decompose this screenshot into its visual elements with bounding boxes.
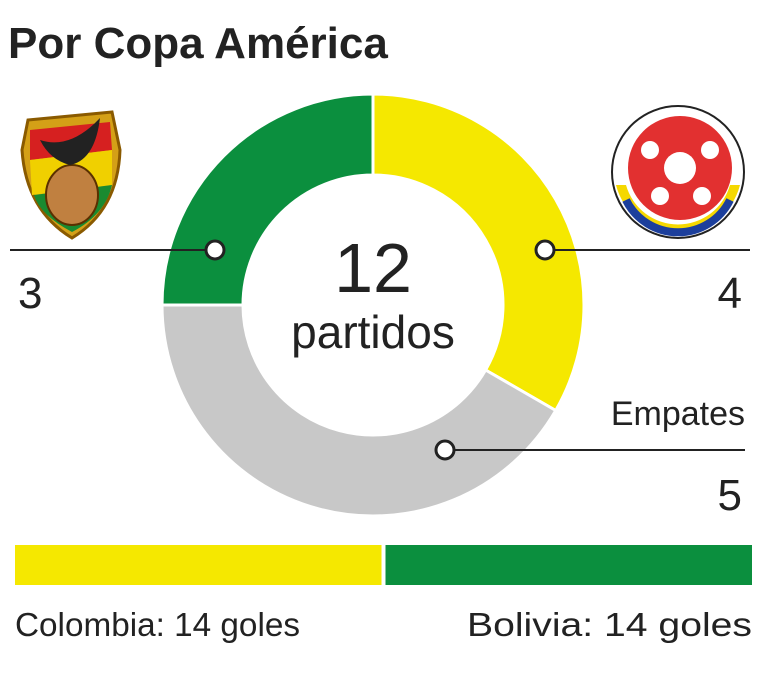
bar-label: Bolivia: 14 goles [467, 606, 752, 643]
bolivia-crest [20, 110, 122, 240]
center-total: 12 [334, 229, 412, 307]
leader-dot [534, 239, 556, 261]
donut-slice [160, 303, 558, 518]
donut-slice [371, 92, 586, 413]
bar-segment [15, 545, 382, 585]
slice-value: 3 [18, 269, 42, 318]
slice-value: 4 [718, 269, 742, 318]
chart-title: Por Copa América [8, 19, 388, 68]
center-label: partidos [291, 306, 455, 358]
leader-dot [204, 239, 226, 261]
leader-dot [434, 439, 456, 461]
slice-value: 5 [718, 471, 742, 520]
bar-label: Colombia: 14 goles [15, 606, 300, 643]
colombia-crest [611, 105, 745, 239]
bar-segment [385, 545, 752, 585]
slice-label: Empates [611, 395, 745, 433]
